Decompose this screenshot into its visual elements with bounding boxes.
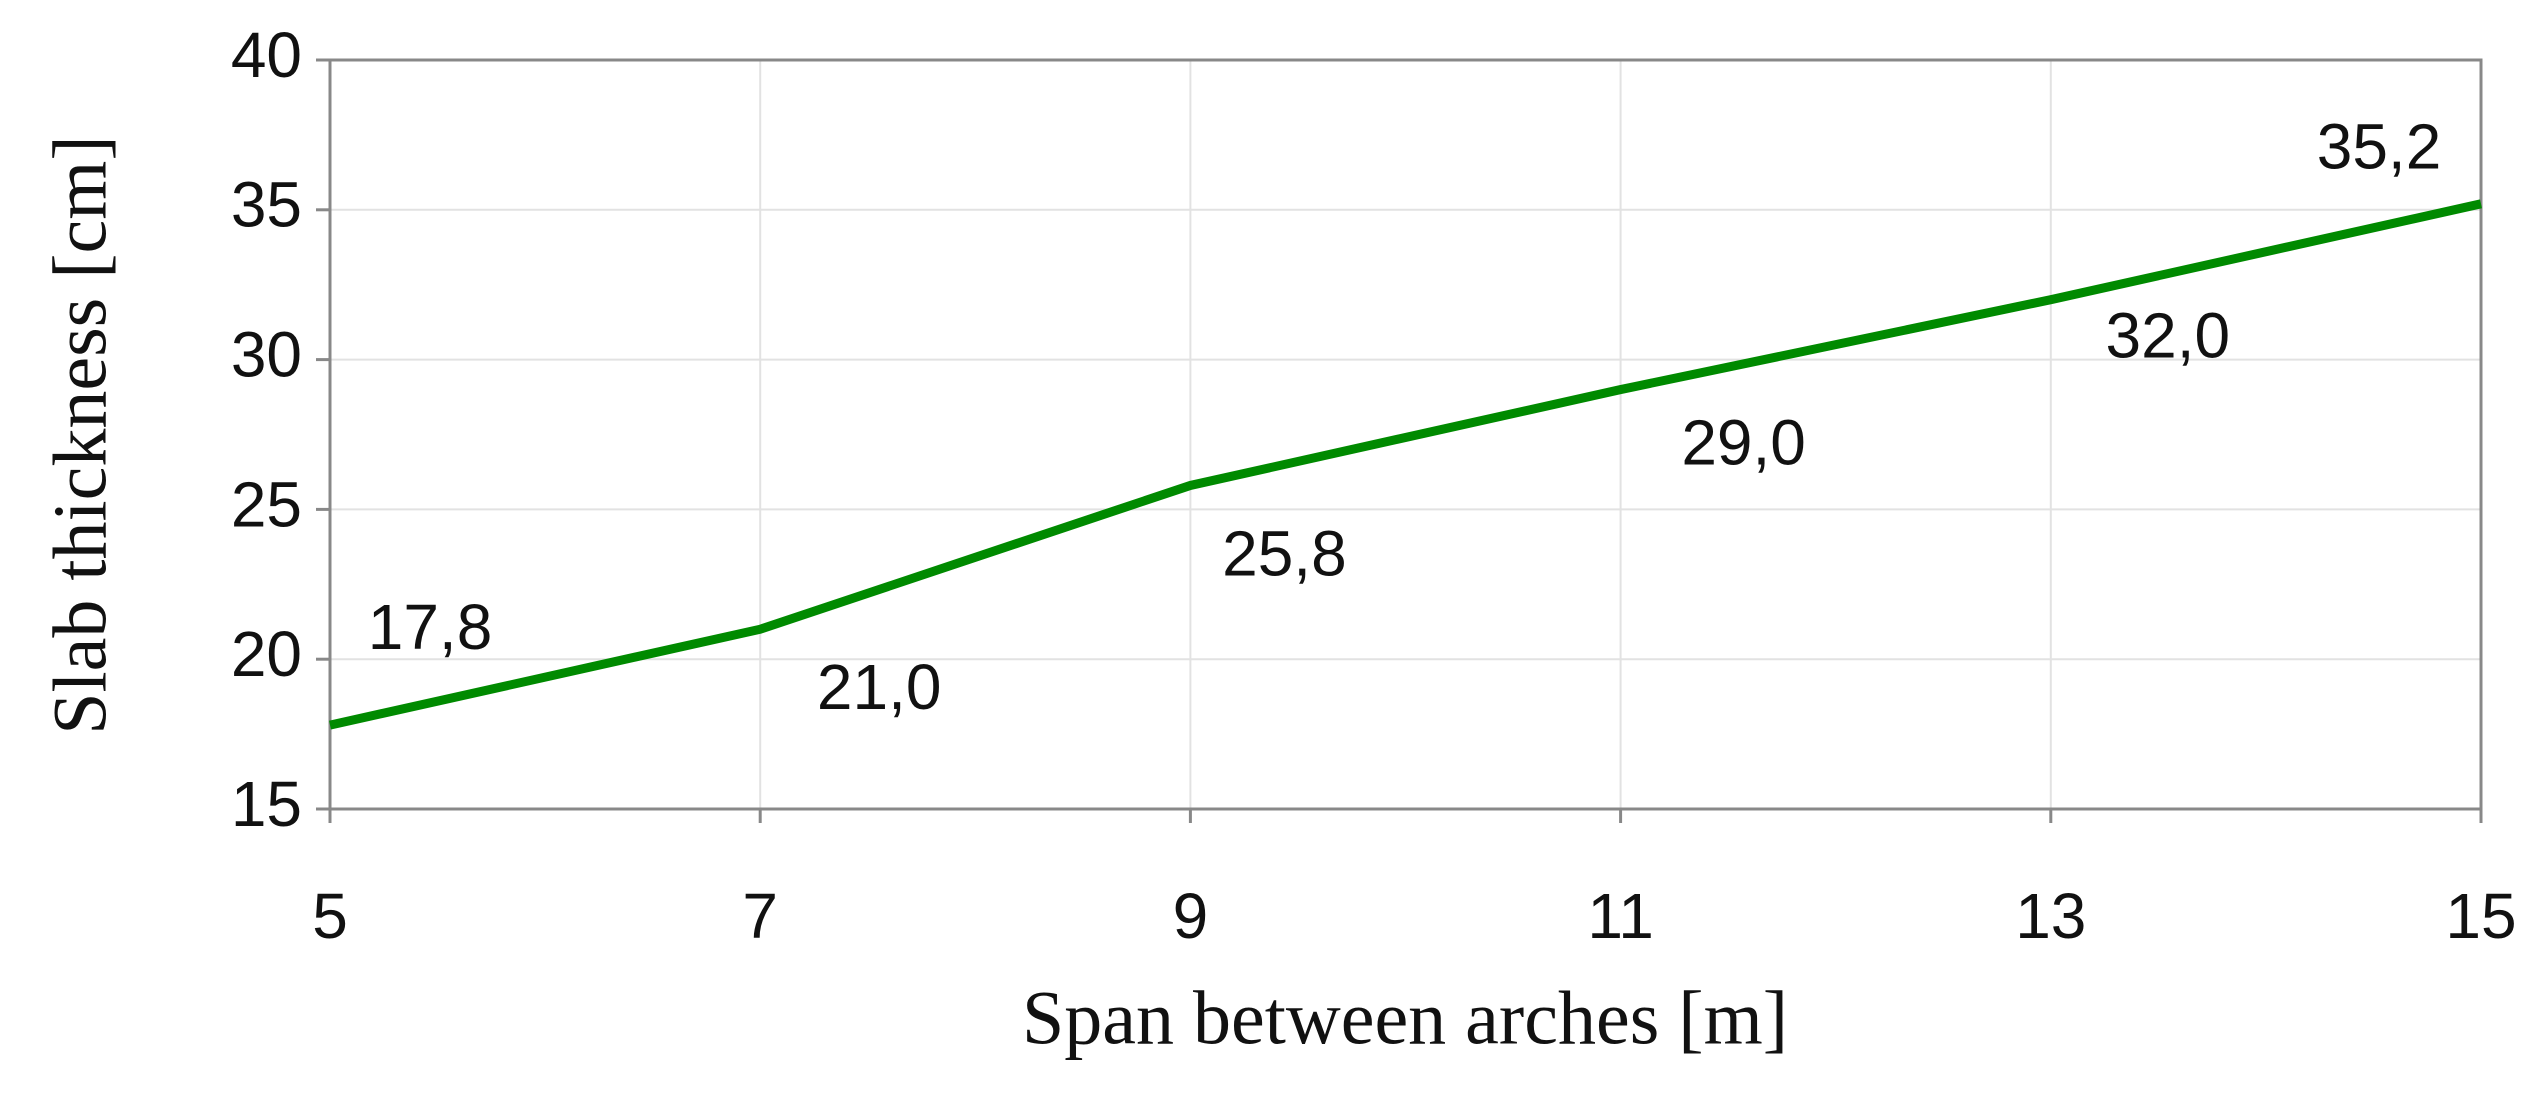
x-tick-label: 9 bbox=[1173, 880, 1209, 952]
plot-frame bbox=[328, 58, 2483, 811]
data-label: 32,0 bbox=[2106, 300, 2231, 372]
y-tick-label: 30 bbox=[231, 319, 302, 391]
data-label: 25,8 bbox=[1222, 517, 1347, 589]
data-label: 17,8 bbox=[368, 591, 493, 663]
y-axis-title: Slab thickness [cm] bbox=[38, 135, 122, 734]
y-tick-label: 15 bbox=[231, 768, 302, 840]
x-tick-label: 13 bbox=[2015, 880, 2086, 952]
x-tick-label: 15 bbox=[2445, 880, 2516, 952]
y-tick-label: 40 bbox=[231, 19, 302, 91]
data-label: 35,2 bbox=[2317, 111, 2442, 183]
y-tick-label: 25 bbox=[231, 468, 302, 540]
x-tick-label: 11 bbox=[1587, 880, 1653, 952]
y-tick-label: 35 bbox=[231, 169, 302, 241]
x-axis-title: Span between arches [m] bbox=[1022, 976, 1788, 1060]
data-label: 21,0 bbox=[817, 651, 942, 723]
data-line bbox=[329, 199, 2482, 730]
data-label: 29,0 bbox=[1681, 406, 1806, 478]
x-tick-label: 7 bbox=[742, 880, 778, 952]
y-tick-label: 20 bbox=[231, 618, 302, 690]
x-tick-label: 5 bbox=[312, 880, 348, 952]
